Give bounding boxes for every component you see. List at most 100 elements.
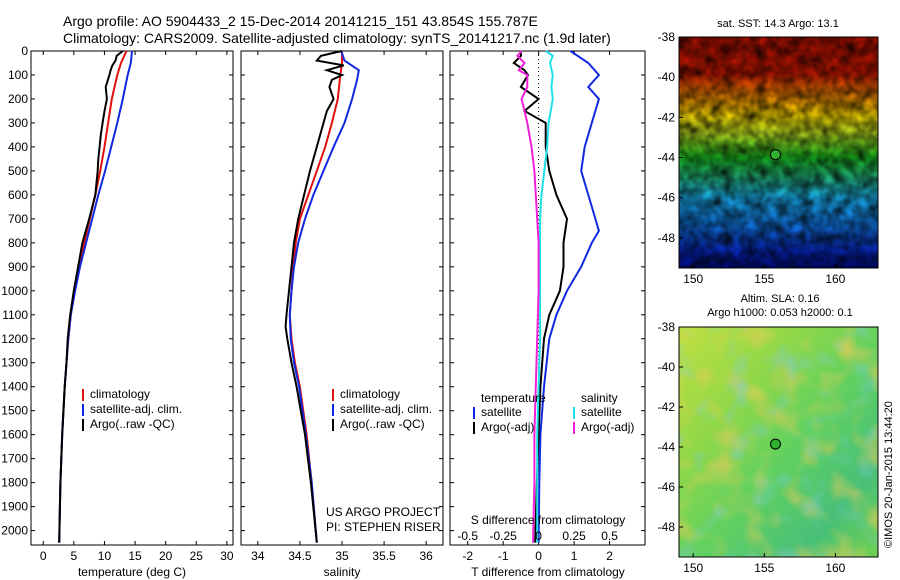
y-tick-label: 1300: [1, 356, 28, 370]
temperature-x-ticks: 0 5 10 15 20 25 30: [40, 51, 234, 563]
y-tick-label: 1000: [1, 284, 28, 298]
x-tick-label: 36: [419, 549, 433, 563]
map-y-tick-label: -44: [658, 151, 676, 165]
y-tick-label: 1800: [1, 476, 28, 490]
x-tick-label: 1: [571, 549, 578, 563]
series-line-cyan: [536, 50, 555, 543]
difference-series: [512, 50, 601, 543]
map-y-tick-label: -46: [658, 191, 676, 205]
credit-line2: PI: STEPHEN RISER: [326, 520, 441, 534]
y-tick-label: 0: [21, 44, 28, 58]
difference-y-ticks: [450, 50, 645, 532]
map-y-tick-label: -38: [658, 30, 676, 44]
x-tick-label: 35: [335, 549, 349, 563]
y-tick-label: 900: [8, 260, 28, 274]
series-line-blue: [58, 50, 133, 543]
series-line-black: [284, 50, 345, 543]
temperature-panel: 0100200300400500600700800900100011001200…: [1, 44, 234, 579]
sla-map-ticks: 150 155 160 -38 -40 -42 -44 -46 -48: [658, 320, 846, 575]
y-tick-label: 700: [8, 212, 28, 226]
y-tick-label: 400: [8, 140, 28, 154]
x-tick-label: 34.5: [288, 549, 312, 563]
y-tick-label: 1400: [1, 380, 28, 394]
figure-title-line2: Climatology: CARS2009. Satellite-adjuste…: [63, 30, 611, 46]
legend-label: Argo(-adj): [481, 420, 534, 434]
legend-label: satellite: [581, 405, 622, 419]
y-tick-label: 1600: [1, 428, 28, 442]
salinity-axis-label: salinity: [324, 565, 361, 579]
legend-label: climatology: [90, 387, 150, 401]
temperature-y-ticks: 0 100 200 300 400 500 600 700 800 900 1000 1100 1200…: [1, 44, 233, 538]
y-tick-label: 1900: [1, 500, 28, 514]
legend-label: Argo(-adj): [581, 420, 634, 434]
salinity-x-ticks: 34 34.5 35 35.5 36: [251, 51, 433, 563]
series-line-magenta: [516, 50, 540, 543]
salinity-y-ticks: [241, 50, 443, 532]
map-y-tick-label: -42: [658, 400, 676, 414]
s-tick-label: -0.25: [490, 529, 518, 543]
temperature-axis-label: temperature (deg C): [78, 565, 186, 579]
map-y-tick-label: -48: [658, 231, 676, 245]
series-line-blue: [288, 50, 360, 543]
sla-map-frame: [678, 326, 879, 558]
map-x-tick-label: 160: [825, 272, 845, 286]
legend-label: Argo(..raw -QC): [90, 417, 175, 431]
y-tick-label: 1200: [1, 332, 28, 346]
legend-label: climatology: [340, 387, 400, 401]
x-tick-label: 2: [606, 549, 613, 563]
x-tick-label: 5: [71, 549, 78, 563]
y-tick-label: 500: [8, 164, 28, 178]
difference-legend: temperature salinitysatelliteArgo(-adj)sa…: [473, 391, 634, 434]
s-difference-ticks: -0.5 -0.25 0 0.25 0.5: [457, 529, 618, 543]
s-tick-label: 0.5: [601, 529, 618, 543]
x-tick-label: 0: [535, 549, 542, 563]
map-x-tick-label: 150: [683, 272, 703, 286]
x-tick-label: -1: [498, 549, 509, 563]
y-tick-label: 1700: [1, 452, 28, 466]
map-y-tick-label: -46: [658, 480, 676, 494]
map-x-tick-label: 150: [683, 561, 703, 575]
x-tick-label: 15: [128, 549, 142, 563]
x-tick-label: 25: [190, 549, 204, 563]
s-tick-label: 0: [535, 529, 542, 543]
series-line-blue: [537, 50, 601, 543]
y-tick-label: 1100: [2, 308, 28, 322]
legend-group-title: salinity: [581, 391, 618, 405]
legend-group-title: temperature: [481, 391, 546, 405]
x-tick-label: 0: [40, 549, 47, 563]
sla-float-marker: [769, 438, 781, 450]
s-difference-axis-label: S difference from climatology: [471, 513, 626, 527]
y-tick-label: 2000: [1, 524, 28, 538]
x-tick-label: 10: [98, 549, 112, 563]
credit-line1: US ARGO PROJECT: [326, 505, 441, 519]
legend-label: Argo(..raw -QC): [340, 417, 425, 431]
sst-map-panel: sat. SST: 14.3 Argo: 13.1 150 155 160 -38 -4…: [658, 18, 879, 286]
series-line-black: [58, 50, 124, 543]
y-tick-label: 100: [8, 68, 28, 82]
x-tick-label: -2: [462, 549, 473, 563]
series-line-red: [288, 51, 343, 543]
salinity-series: [284, 50, 360, 543]
x-tick-label: 35.5: [372, 549, 396, 563]
y-tick-label: 300: [8, 116, 28, 130]
map-x-tick-label: 155: [754, 272, 774, 286]
s-tick-label: -0.5: [457, 529, 478, 543]
map-y-tick-label: -40: [658, 70, 676, 84]
sla-map-title: Altim. SLA: 0.16: [741, 293, 820, 305]
map-x-tick-label: 160: [825, 561, 845, 575]
y-tick-label: 200: [8, 92, 28, 106]
map-y-tick-label: -38: [658, 320, 676, 334]
map-y-tick-label: -42: [658, 110, 676, 124]
y-tick-label: 1500: [1, 404, 28, 418]
sst-map-title: sat. SST: 14.3 Argo: 13.1: [717, 18, 839, 30]
map-y-tick-label: -48: [658, 520, 676, 534]
difference-plot-frame: [449, 50, 646, 546]
sst-float-marker: [769, 149, 781, 161]
sst-map-frame: [678, 36, 879, 269]
series-line-black: [512, 51, 569, 543]
legend-label: satellite-adj. clim.: [90, 402, 182, 416]
map-x-tick-label: 155: [754, 561, 774, 575]
x-tick-label: 30: [220, 549, 234, 563]
